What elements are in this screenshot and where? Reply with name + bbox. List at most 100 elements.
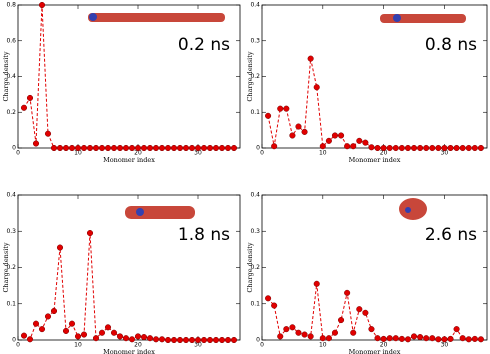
data-point <box>98 329 106 336</box>
data-line <box>267 58 481 149</box>
data-point <box>122 335 130 342</box>
y-tick-label: 0.4 <box>250 2 260 9</box>
data-point <box>435 336 442 343</box>
data-point <box>212 144 220 152</box>
data-point <box>423 144 430 152</box>
data-point <box>471 335 478 342</box>
data-point <box>307 55 314 62</box>
data-point <box>164 144 172 152</box>
x-tick-label: 30 <box>441 150 449 157</box>
plot-frame <box>17 4 241 149</box>
data-point <box>477 144 484 152</box>
x-tick-label: 20 <box>134 342 142 349</box>
data-point <box>56 144 64 152</box>
data-point <box>92 335 100 342</box>
data-point <box>128 144 136 152</box>
data-point <box>453 326 460 333</box>
data-point <box>50 307 58 315</box>
data-point <box>356 137 363 144</box>
data-point <box>44 313 52 320</box>
data-point <box>44 130 52 137</box>
x-tick-label: 10 <box>74 342 82 349</box>
data-point <box>283 105 290 112</box>
data-point <box>206 144 214 152</box>
data-point <box>104 324 112 331</box>
annotation: 1.8 ns <box>178 225 230 245</box>
data-point <box>289 324 296 331</box>
data-point <box>116 333 124 340</box>
data-point <box>350 329 357 336</box>
y-tick-label: 0.1 <box>250 300 260 307</box>
data-point <box>56 244 64 251</box>
data-point <box>110 144 118 152</box>
data-point <box>429 144 436 152</box>
data-point <box>313 280 320 287</box>
data-point <box>362 309 369 316</box>
data-point <box>140 334 148 341</box>
data-point <box>98 144 106 152</box>
data-point <box>380 144 387 152</box>
data-point <box>471 144 478 152</box>
data-point <box>265 295 272 302</box>
panel: 0 10 20 30 0 0.1 0.2 0.3 0.4 Monomer index Charge … <box>246 192 488 354</box>
data-point <box>146 144 154 152</box>
data-point <box>224 144 232 152</box>
x-tick-label: 0 <box>260 150 264 157</box>
data-point <box>182 336 190 344</box>
data-point <box>368 326 375 333</box>
y-tick-label: 0.4 <box>6 192 16 199</box>
data-point <box>200 144 208 152</box>
data-point <box>344 143 351 150</box>
y-tick-label: 0 <box>12 145 16 152</box>
panel: 0 10 20 30 0 0.2 0.4 0.6 0.8 Monomer index Charge … <box>2 1 241 164</box>
y-tick-label: 0.3 <box>250 37 260 44</box>
data-point <box>319 335 326 342</box>
data-point <box>441 144 448 152</box>
x-tick-label: 10 <box>319 342 327 349</box>
data-point <box>38 326 46 333</box>
data-point <box>447 144 454 152</box>
data-point <box>26 94 34 101</box>
data-point <box>230 336 238 344</box>
data-point <box>301 128 308 135</box>
data-point <box>404 336 411 343</box>
x-tick-label: 20 <box>134 150 142 157</box>
molecule-image <box>88 13 466 220</box>
data-point <box>307 333 314 340</box>
data-point <box>116 144 124 152</box>
data-point <box>158 144 166 152</box>
data-point <box>80 331 88 338</box>
data-point <box>128 336 136 343</box>
y-tick-label: 0.2 <box>6 264 16 271</box>
y-tick-label: 0.2 <box>250 73 260 80</box>
data-point <box>188 144 196 152</box>
y-tick-label: 0.4 <box>6 73 16 80</box>
panel: 0 10 20 30 0 0.1 0.2 0.3 0.4 Monomer index Charge … <box>2 192 241 354</box>
data-point <box>212 336 220 344</box>
data-point <box>265 112 272 119</box>
annotation: 0.2 ns <box>178 35 230 55</box>
data-point <box>277 105 284 112</box>
data-point <box>319 143 326 150</box>
y-tick-label: 0.1 <box>6 300 16 307</box>
data-point <box>104 144 112 152</box>
data-point <box>62 144 70 152</box>
data-point <box>447 335 454 342</box>
x-tick-label: 20 <box>380 342 388 349</box>
data-point <box>331 329 339 336</box>
data-point <box>423 335 430 342</box>
data-point <box>38 1 46 9</box>
data-point <box>176 336 184 344</box>
plot-frame <box>261 194 488 341</box>
data-point <box>146 335 154 342</box>
data-point <box>465 336 472 343</box>
y-axis-label: Charge density <box>246 242 254 292</box>
data-point <box>188 336 196 344</box>
data-point <box>182 144 190 152</box>
data-point <box>32 320 40 327</box>
data-point <box>218 336 226 344</box>
y-tick-label: 0 <box>12 337 16 344</box>
data-point <box>398 144 405 152</box>
x-axis-label: Monomer index <box>103 348 155 354</box>
data-point <box>398 335 405 342</box>
